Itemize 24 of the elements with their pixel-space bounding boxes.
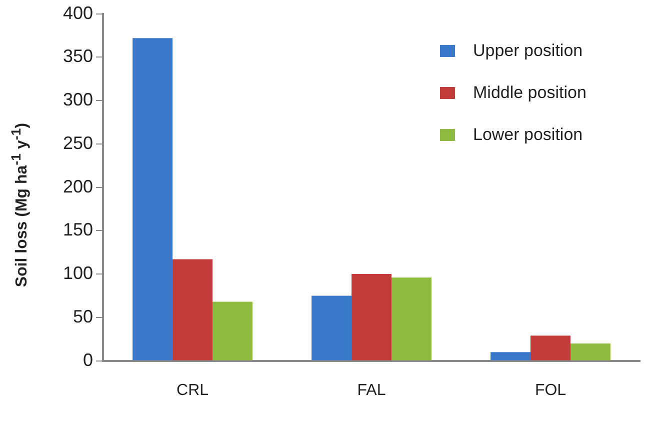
bar (132, 38, 173, 360)
y-tick-label: 200 (62, 176, 94, 196)
x-tick-label: FOL (534, 382, 566, 399)
bar (530, 336, 570, 360)
bar (570, 343, 610, 360)
y-tick-label: 0 (83, 350, 94, 370)
x-tick-label: FAL (357, 382, 386, 399)
y-tick-label: 150 (62, 220, 94, 240)
y-tick-label: 300 (62, 90, 94, 110)
bar (312, 296, 352, 360)
bar (172, 259, 213, 360)
bar (490, 352, 531, 360)
bar (212, 302, 252, 360)
bar (352, 274, 392, 360)
legend-label: Lower position (473, 125, 583, 145)
legend-label: Upper position (473, 41, 583, 61)
y-tick-label: 350 (62, 46, 94, 66)
y-tick-label: 250 (62, 132, 94, 153)
y-tick-label: 400 (62, 2, 94, 23)
x-tick-label: CRL (176, 382, 209, 399)
y-tick-label: 100 (62, 263, 94, 284)
bar (392, 278, 432, 360)
y-tick-label: 50 (73, 306, 94, 326)
legend-label: Middle position (473, 83, 586, 103)
